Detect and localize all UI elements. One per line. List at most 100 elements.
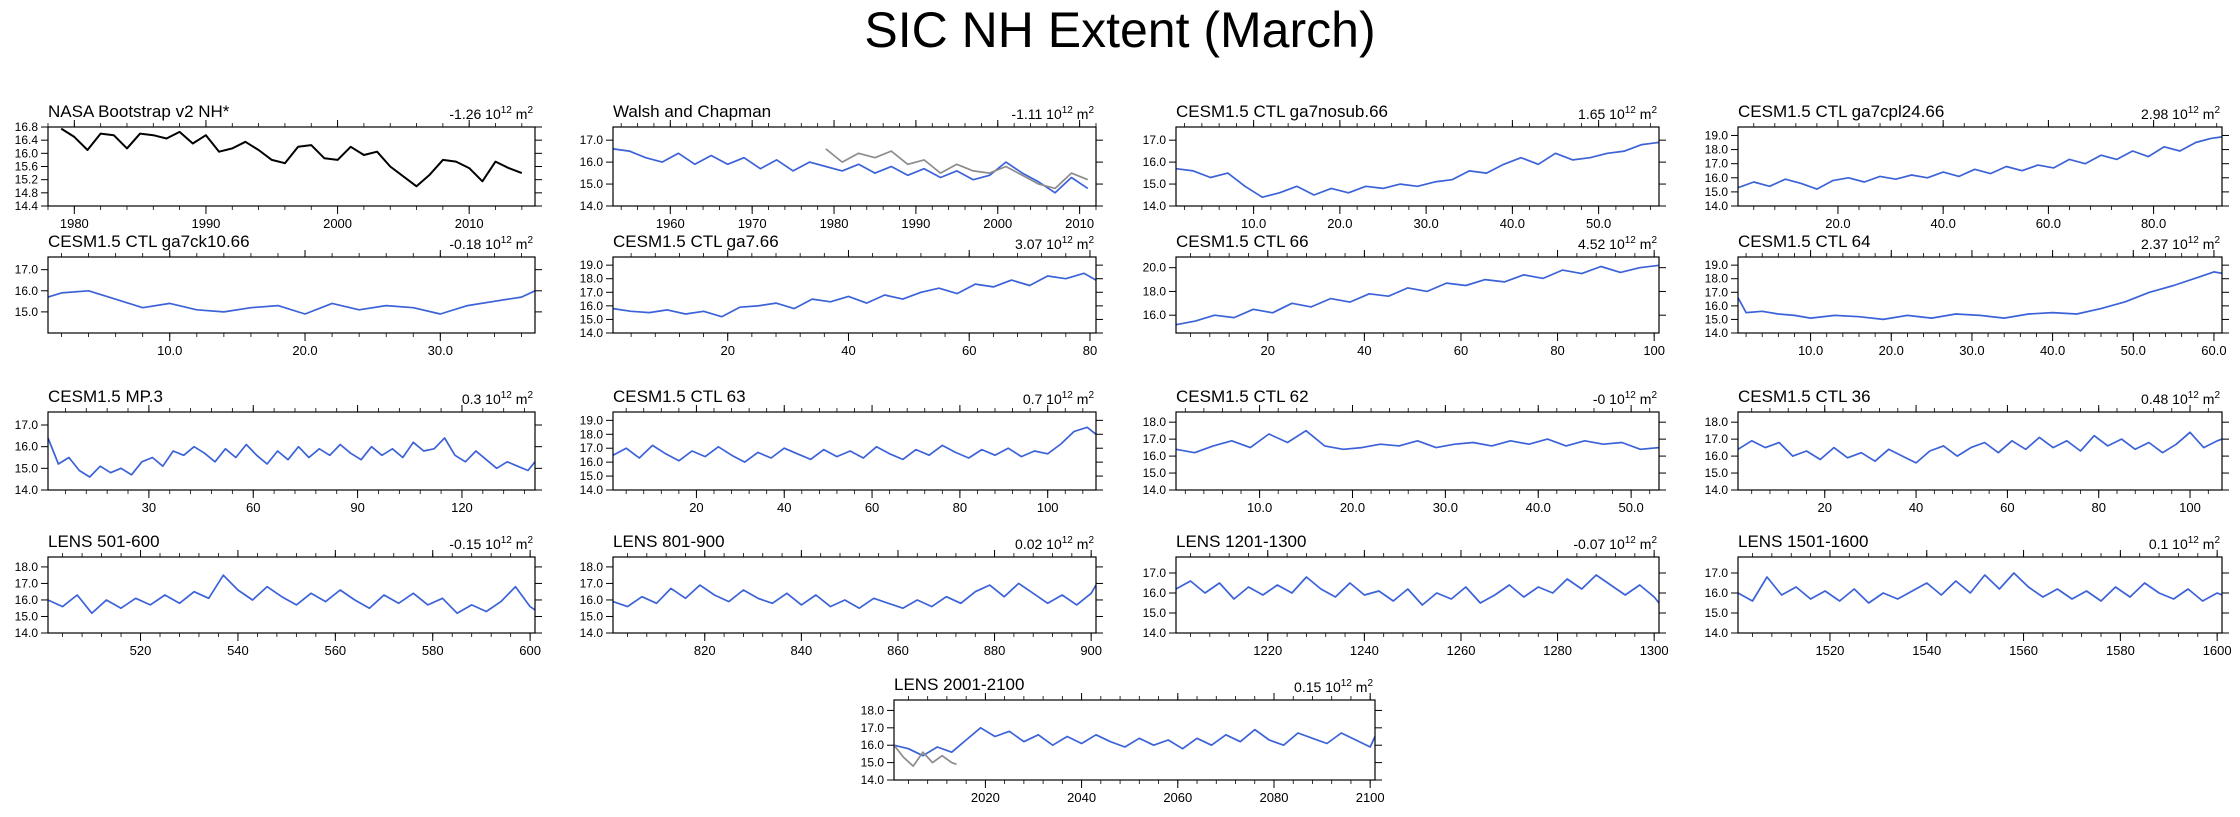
series-line	[47, 289, 536, 315]
x-tick-label: 30.0	[1433, 500, 1458, 515]
y-tick-label: 16.0	[1143, 308, 1167, 322]
panel-title: CESM1.5 CTL ga7nosub.66	[1176, 102, 1388, 121]
trend-value: 1.65 10	[1578, 106, 1625, 122]
y-tick-label: 16.0	[1705, 586, 1729, 600]
x-tick-label: 2060	[1163, 790, 1192, 805]
y-tick-label: 15.0	[15, 609, 39, 623]
x-tick-label: 520	[130, 643, 152, 658]
x-tick-label: 860	[887, 643, 909, 658]
y-tick-label: 15.2	[15, 173, 39, 187]
chart-panel: CESM1.5 MP.3 0.3 1012 m2 30 60 90 120 14.0 15.0…	[15, 387, 542, 515]
panel-title: LENS 501-600	[48, 532, 160, 551]
trend-unit: m	[1073, 391, 1089, 407]
x-tick-label: 50.0	[1586, 216, 1611, 231]
plot-frame	[1175, 126, 1660, 207]
trend-unit: m	[1636, 236, 1652, 252]
plot-frame	[1737, 256, 2223, 334]
y-tick-label: 19.0	[580, 413, 604, 427]
series-line	[1175, 429, 1660, 454]
trend-value: 0.02 10	[1015, 536, 1062, 552]
panel-title: LENS 2001-2100	[894, 675, 1024, 694]
y-tick-label: 14.0	[580, 483, 604, 497]
x-tick-label: 20.0	[1825, 216, 1850, 231]
x-tick-label: 840	[791, 643, 813, 658]
y-tick-label: 19.0	[1705, 258, 1729, 272]
x-tick-label: 600	[519, 643, 541, 658]
y-tick-label: 17.0	[580, 576, 604, 590]
y-tick-label: 15.0	[1705, 185, 1729, 199]
y-tick-label: 14.0	[1705, 326, 1729, 340]
trend-exponent: 12	[2188, 535, 2200, 546]
y-tick-label: 15.0	[580, 609, 604, 623]
x-tick-label: 540	[227, 643, 249, 658]
x-tick-label: 1980	[820, 216, 849, 231]
trend-unit: m	[512, 391, 528, 407]
trend-exponent: 12	[1625, 105, 1637, 116]
trend-exponent: 12	[501, 235, 513, 246]
x-tick-label: 1280	[1543, 643, 1572, 658]
trend-unit: m	[1636, 536, 1652, 552]
panel-title: NASA Bootstrap v2 NH*	[48, 102, 230, 121]
y-tick-label: 16.0	[15, 593, 39, 607]
trend-value: 0.3 10	[462, 391, 501, 407]
x-tick-label: 40.0	[2040, 343, 2065, 358]
trend-value: -0.18 10	[449, 236, 501, 252]
figure-title: SIC NH Extent (March)	[864, 2, 1376, 58]
x-tick-label: 1240	[1350, 643, 1379, 658]
x-tick-label: 900	[1080, 643, 1102, 658]
trend-unit-exponent: 2	[1088, 235, 1094, 246]
x-tick-label: 40	[841, 343, 855, 358]
trend-unit: m	[1073, 106, 1089, 122]
y-tick-label: 15.6	[15, 160, 39, 174]
x-tick-label: 580	[422, 643, 444, 658]
plot-frame	[1175, 411, 1660, 491]
y-tick-label: 14.0	[1143, 626, 1167, 640]
trend-unit-exponent: 2	[527, 535, 533, 546]
x-tick-label: 60	[962, 343, 976, 358]
trend-unit: m	[2199, 536, 2215, 552]
panel-title: CESM1.5 CTL ga7cpl24.66	[1738, 102, 1944, 121]
x-tick-label: 20.0	[292, 343, 317, 358]
y-tick-label: 14.4	[15, 199, 39, 213]
y-tick-label: 16.0	[15, 440, 39, 454]
y-tick-label: 16.0	[580, 155, 604, 169]
trend-unit: m	[512, 536, 528, 552]
y-tick-label: 18.0	[580, 560, 604, 574]
trend-value: -1.11 10	[1011, 106, 1062, 122]
trend-label: 0.02 1012 m2	[1015, 535, 1094, 552]
y-tick-label: 14.0	[861, 773, 885, 787]
chart-panel: LENS 1501-1600 0.1 1012 m2 1520 1540 1560 158…	[1705, 532, 2232, 658]
y-tick-label: 15.0	[15, 305, 39, 319]
y-tick-label: 17.0	[15, 263, 39, 277]
panel-title: CESM1.5 CTL 62	[1176, 387, 1309, 406]
x-tick-label: 880	[984, 643, 1006, 658]
x-tick-label: 60	[865, 500, 879, 515]
x-tick-label: 1220	[1253, 643, 1282, 658]
chart-panel: CESM1.5 CTL ga7cpl24.66 2.98 1012 m2 20.0 4…	[1705, 102, 2229, 231]
chart-panel: CESM1.5 CTL 64 2.37 1012 m2 10.0 20.0 30.0 40…	[1705, 232, 2229, 358]
x-tick-label: 80	[953, 500, 967, 515]
trend-value: 3.07 10	[1015, 236, 1062, 252]
trend-value: -0.15 10	[449, 536, 501, 552]
trend-unit: m	[1636, 391, 1652, 407]
x-tick-label: 10.0	[1798, 343, 1823, 358]
y-tick-label: 19.0	[580, 258, 604, 272]
series-line	[825, 148, 1089, 190]
series-line	[893, 744, 957, 767]
chart-panel: LENS 501-600 -0.15 1012 m2 520 540 560 580 600…	[15, 532, 542, 658]
x-tick-label: 50.0	[1618, 500, 1643, 515]
y-tick-label: 14.0	[1143, 199, 1167, 213]
trend-value: -0.07 10	[1573, 536, 1625, 552]
x-tick-label: 1990	[191, 216, 220, 231]
y-tick-label: 16.0	[1143, 155, 1167, 169]
trend-label: -0.18 1012 m2	[449, 235, 533, 252]
trend-exponent: 12	[1625, 535, 1637, 546]
y-tick-label: 14.0	[1143, 483, 1167, 497]
x-tick-label: 60	[1454, 343, 1468, 358]
y-tick-label: 14.0	[1705, 626, 1729, 640]
chart-panel: CESM1.5 CTL ga7.66 3.07 1012 m2 20 40 60 80 14…	[580, 232, 1103, 358]
y-tick-label: 14.0	[15, 483, 39, 497]
plot-frame	[1737, 411, 2223, 491]
trend-label: 2.98 1012 m2	[2141, 105, 2220, 122]
